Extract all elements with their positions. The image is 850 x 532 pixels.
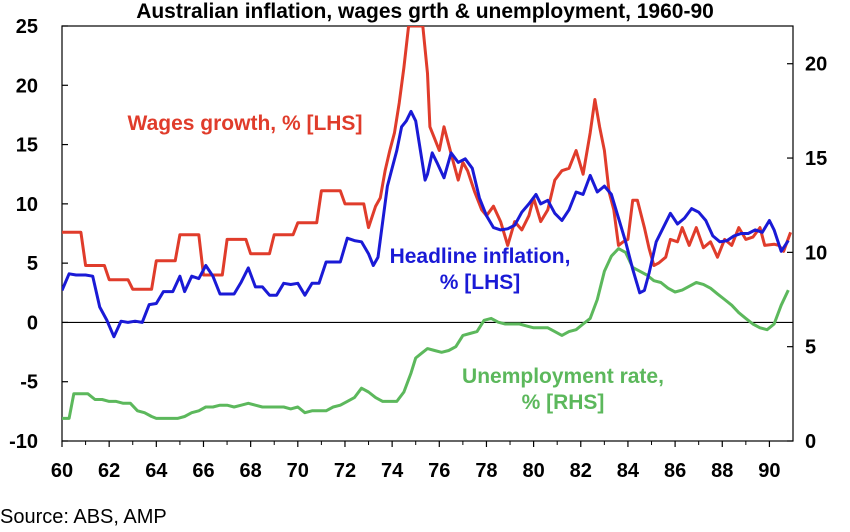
left-tick-label: 15 — [16, 135, 38, 157]
left-tick-label: 5 — [27, 253, 38, 275]
left-tick-label: 25 — [16, 16, 38, 38]
x-tick-label: 60 — [51, 460, 73, 482]
series-label-2: Unemployment rate,% [RHS] — [462, 365, 664, 414]
chart-title: Australian inflation, wages grth & unemp… — [136, 0, 714, 23]
right-tick-label: 15 — [805, 148, 827, 170]
x-tick-label: 66 — [192, 460, 214, 482]
x-tick-label: 88 — [711, 460, 733, 482]
left-tick-label: 10 — [16, 194, 38, 216]
right-tick-label: 10 — [805, 242, 827, 264]
series-lines — [62, 26, 793, 420]
series-label-0: Wages growth, % [LHS] — [128, 112, 363, 135]
x-tick-label: 72 — [334, 460, 356, 482]
series-labels: Wages growth, % [LHS] Headline inflation,… — [128, 112, 664, 414]
series-line-2 — [62, 247, 790, 420]
x-tick-label: 68 — [240, 460, 262, 482]
x-tick-label: 62 — [98, 460, 120, 482]
x-tick-label: 90 — [758, 460, 780, 482]
left-tick-label: -10 — [9, 431, 38, 453]
right-tick-label: 20 — [805, 54, 827, 76]
right-tick-label: 0 — [805, 431, 816, 453]
right-tick-label: 5 — [805, 337, 816, 359]
x-tick-label: 78 — [475, 460, 497, 482]
series-label-1: Headline inflation,% [LHS] — [390, 245, 571, 294]
left-tick-label: 0 — [27, 312, 38, 334]
source-note: Source: ABS, AMP — [0, 506, 167, 528]
x-tick-label: 64 — [145, 460, 168, 482]
plot-area: -10 -5 0 5 10 15 20 25 0 5 10 15 20 60 62 64 66 68 70 72 74 7… — [9, 16, 827, 482]
x-tick-label: 70 — [287, 460, 309, 482]
x-tick-label: 86 — [664, 460, 686, 482]
x-tick-label: 82 — [570, 460, 592, 482]
x-tick-label: 74 — [381, 460, 404, 482]
x-tick-label: 80 — [522, 460, 544, 482]
left-tick-label: -5 — [20, 372, 38, 394]
left-tick-label: 20 — [16, 75, 38, 97]
x-tick-label: 76 — [428, 460, 450, 482]
series-line-1 — [62, 109, 790, 339]
x-tick-label: 84 — [617, 460, 640, 482]
